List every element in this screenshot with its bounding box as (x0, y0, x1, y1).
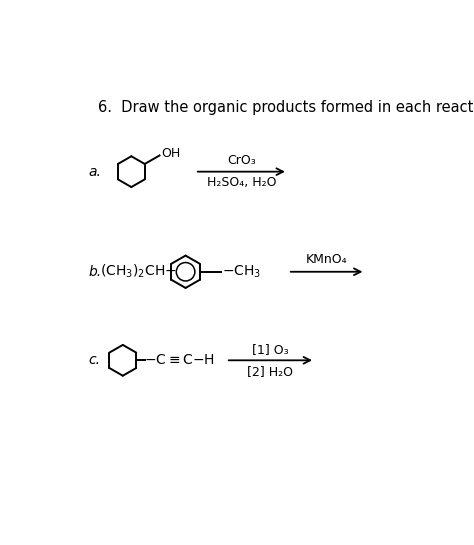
Text: (CH$_3$)$_2$CH$-$: (CH$_3$)$_2$CH$-$ (100, 263, 176, 281)
Text: c.: c. (89, 353, 100, 367)
Text: CrO₃: CrO₃ (227, 154, 256, 167)
Text: [2] H₂O: [2] H₂O (247, 365, 293, 378)
Text: H₂SO₄, H₂O: H₂SO₄, H₂O (207, 176, 276, 189)
Text: [1] O₃: [1] O₃ (252, 343, 289, 356)
Text: KMnO₄: KMnO₄ (306, 252, 347, 265)
Text: b.: b. (89, 265, 102, 278)
Text: OH: OH (161, 148, 180, 160)
Text: a.: a. (89, 165, 101, 179)
Text: 6.  Draw the organic products formed in each reaction.: 6. Draw the organic products formed in e… (98, 100, 474, 115)
Text: $-$C$\equiv$C$-$H: $-$C$\equiv$C$-$H (145, 353, 215, 367)
Text: $-$CH$_3$: $-$CH$_3$ (222, 264, 261, 280)
